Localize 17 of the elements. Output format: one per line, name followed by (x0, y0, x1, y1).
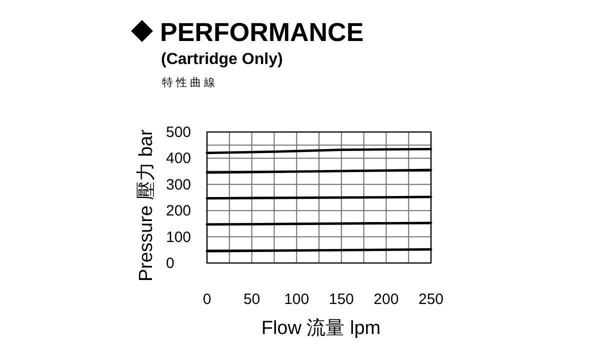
y-axis-title: Pressure 壓力 bar (136, 128, 157, 282)
x-tick-label: 200 (374, 291, 399, 308)
y-tick-label: 100 (166, 228, 192, 246)
text: 特性曲線 (162, 76, 218, 89)
x-tick-label: 150 (328, 291, 354, 308)
y-tick-label: 200 (166, 202, 192, 220)
chart-title: PERFORMANCE (160, 17, 364, 47)
y-tick-label: 300 (166, 176, 192, 194)
x-tick-label: 0 (202, 291, 212, 308)
x-axis-title: Flow 流量 lpm (261, 317, 381, 339)
y-tick-label: 500 (166, 124, 192, 141)
x-tick-label: 100 (284, 291, 310, 308)
chart-subtitle: (Cartridge Only) (161, 51, 283, 68)
y-tick-label: 0 (166, 255, 174, 272)
x-tick-label: 50 (243, 291, 260, 308)
x-tick-label: 250 (418, 291, 444, 308)
y-tick-label: 400 (166, 150, 192, 168)
